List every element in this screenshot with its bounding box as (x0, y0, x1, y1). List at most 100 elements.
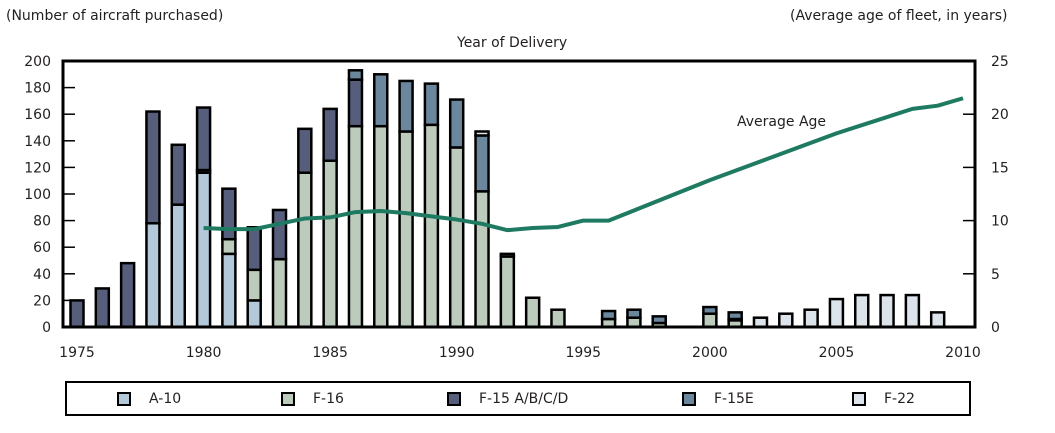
y-tick-label: 100 (24, 187, 51, 203)
x-tick-label: 1975 (59, 345, 95, 361)
y2-tick-label: 25 (991, 54, 1009, 70)
bar-f-15-a-b-c-d-1980 (195, 106, 212, 172)
legend-swatch-a10 (117, 392, 131, 406)
legend-swatch-f22 (852, 392, 866, 406)
bar-f-15e-1988 (398, 79, 414, 133)
legend: A-10 F-16 F-15 A/B/C/D F-15E F-22 (65, 381, 971, 416)
legend-item-a10: A-10 (117, 391, 181, 407)
bar-f-16-1992 (499, 255, 516, 329)
y-tick-label: 180 (24, 81, 51, 97)
bar-f-16-1986 (347, 124, 364, 329)
axes-layer: 0204060801001201401601802000510152025197… (24, 54, 1009, 361)
legend-item-f15abcd: F-15 A/B/C/D (447, 391, 568, 407)
y-tick-label: 40 (33, 267, 51, 283)
bar-f-16-1984 (297, 171, 313, 329)
bar-f-22-2003 (778, 312, 794, 329)
bar-f-15e-1990 (448, 98, 465, 149)
bar-f-16-1987 (373, 124, 389, 329)
x-tick-label: 1990 (439, 345, 475, 361)
legend-label-f15abcd: F-15 A/B/C/D (479, 391, 569, 407)
left-axis-title: (Number of aircraft purchased) (6, 8, 224, 24)
bar-a-10-1979 (170, 203, 187, 329)
bar-f-15e-1992 (499, 252, 516, 258)
bars-layer (69, 69, 946, 329)
x-tick-label: 2010 (945, 345, 981, 361)
legend-item-f16: F-16 (281, 391, 344, 407)
average-age-line (203, 96, 964, 233)
y2-tick-label: 20 (991, 107, 1009, 123)
bar-f-15-a-b-c-d-1976 (94, 287, 111, 329)
bar-a-10-1982 (246, 299, 262, 329)
legend-swatch-f16 (281, 392, 295, 406)
y-tick-label: 200 (24, 54, 51, 70)
bar-f-16-1994 (550, 308, 566, 329)
bar-f-16-1991 (474, 190, 490, 329)
y2-tick-label: 10 (991, 214, 1009, 230)
legend-label-f16: F-16 (313, 391, 344, 407)
legend-item-f22: F-22 (852, 391, 915, 407)
y-tick-label: 60 (33, 240, 51, 256)
y-tick-label: 20 (33, 293, 51, 309)
y2-tick-label: 15 (991, 160, 1009, 176)
bar-f-15e-2001 (727, 311, 743, 321)
bar-f-15e-1991 (474, 134, 490, 193)
bar-f-16-1990 (448, 146, 465, 329)
bar-f-16-1982 (246, 268, 262, 302)
average-age-label: Average Age (737, 114, 826, 130)
bar-f-16-1993 (524, 296, 541, 329)
bar-f-15-a-b-c-d-1984 (297, 127, 313, 174)
bar-f-16-1981 (221, 237, 237, 256)
bar-f-15-a-b-c-d-1986 (347, 78, 364, 128)
bar-f-16-1983 (271, 257, 288, 329)
bar-f-22-2007 (879, 293, 895, 329)
bar-f-15-a-b-c-d-1978 (145, 110, 161, 225)
legend-label-a10: A-10 (149, 391, 182, 407)
bar-f-15e-1996 (600, 309, 617, 321)
legend-label-f22: F-22 (884, 391, 915, 407)
legend-item-f15e: F-15E (682, 391, 754, 407)
bar-a-10-1980 (195, 171, 212, 329)
chart-plot: Average Age 0204060801001201401601802000… (24, 54, 1009, 361)
bar-a-10-1981 (221, 252, 237, 329)
bar-f-15e-1987 (373, 73, 389, 128)
bar-f-22-2008 (904, 293, 921, 329)
bar-f-15-a-b-c-d-1975 (69, 299, 85, 329)
legend-swatch-f15abcd (447, 392, 461, 406)
y-tick-label: 160 (24, 107, 51, 123)
y-tick-label: 140 (24, 134, 51, 150)
bar-f-15-a-b-c-d-1983 (271, 208, 288, 261)
bar-f-22-2006 (853, 293, 870, 329)
bar-f-22-1991 (474, 130, 490, 137)
y2-tick-label: 5 (991, 267, 1000, 283)
legend-label-f15e: F-15E (714, 391, 754, 407)
legend-swatch-f15e (682, 392, 696, 406)
bar-f-16-2000 (702, 312, 718, 329)
bar-f-15e-1998 (651, 315, 667, 325)
bar-f-15-a-b-c-d-1979 (170, 143, 187, 206)
x-tick-label: 2005 (819, 345, 855, 361)
right-axis-title: (Average age of fleet, in years) (790, 8, 1008, 24)
bar-f-22-2004 (803, 308, 819, 329)
y-tick-label: 0 (42, 320, 51, 336)
bar-f-15-a-b-c-d-1981 (221, 187, 237, 241)
x-tick-label: 1980 (186, 345, 222, 361)
bar-f-15e-1986 (347, 69, 364, 81)
bar-f-15-a-b-c-d-1977 (119, 261, 136, 329)
bar-f-16-1985 (322, 159, 338, 329)
bar-f-15e-1989 (423, 82, 440, 127)
bar-f-22-2005 (828, 297, 845, 329)
bar-f-16-1989 (423, 123, 440, 329)
bar-f-16-1988 (398, 130, 414, 329)
y-tick-label: 120 (24, 160, 51, 176)
x-tick-label: 2000 (692, 345, 728, 361)
y-tick-label: 80 (33, 214, 51, 230)
x-tick-label: 1995 (565, 345, 601, 361)
x-tick-label: 1985 (312, 345, 348, 361)
y2-tick-label: 0 (991, 320, 1000, 336)
bar-a-10-1978 (145, 222, 161, 329)
bar-f-15e-1997 (626, 308, 642, 319)
line-layer: Average Age (203, 96, 964, 233)
chart-title: Year of Delivery (457, 35, 568, 51)
bar-f-22-2009 (929, 311, 946, 329)
bar-f-15-a-b-c-d-1985 (322, 107, 338, 162)
